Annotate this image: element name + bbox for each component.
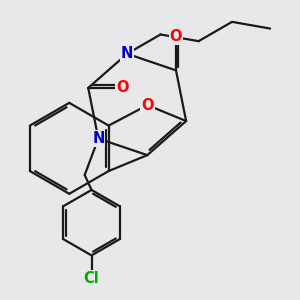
Text: O: O: [170, 29, 182, 44]
Text: O: O: [116, 80, 129, 95]
Text: N: N: [121, 46, 133, 61]
Text: Cl: Cl: [84, 271, 99, 286]
Text: O: O: [141, 98, 154, 112]
Text: N: N: [92, 131, 104, 146]
